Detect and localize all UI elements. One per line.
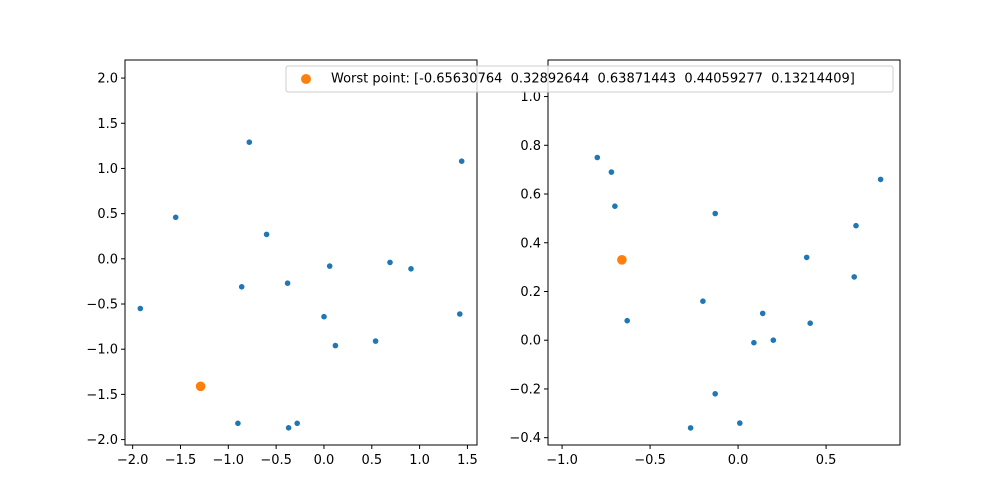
x-tick-label: −2.0	[117, 453, 149, 468]
data-point	[172, 214, 179, 221]
worst-point	[195, 381, 206, 392]
axes-frame	[547, 59, 901, 446]
data-point	[294, 420, 301, 427]
data-point	[235, 420, 241, 427]
data-point	[408, 266, 414, 272]
y-tick-label: −1.0	[86, 343, 118, 358]
data-point	[759, 310, 766, 317]
worst-point	[617, 254, 627, 265]
data-point	[263, 231, 270, 238]
data-point	[853, 222, 859, 229]
data-point	[387, 259, 393, 266]
y-tick-label: 1.5	[97, 117, 118, 132]
left-scatter-plot: −2.0 −1.5 −1.0 −0.5 0.0 0.5 1.0 1.5 −2.0 −1.5 −1.0…	[86, 59, 478, 468]
data-point	[712, 210, 718, 217]
y-tick-label: −0.2	[509, 382, 541, 397]
x-tick-label: 0.0	[728, 453, 749, 468]
data-point	[594, 154, 601, 161]
y-tick-label: −1.5	[86, 388, 118, 403]
x-tick-label: 0.0	[314, 453, 335, 468]
data-point	[612, 203, 618, 209]
y-tick-label: 2.0	[97, 72, 118, 87]
y-tick-label: 0.0	[97, 252, 118, 267]
y-tick-label: −0.5	[86, 298, 118, 313]
y-tick-label: −2.0	[86, 433, 118, 448]
data-point	[608, 169, 615, 175]
data-point	[877, 176, 884, 183]
data-point	[321, 313, 327, 320]
data-point	[246, 139, 253, 145]
data-point	[285, 425, 292, 431]
data-point	[700, 298, 706, 305]
x-tick-label: −1.0	[213, 453, 245, 468]
data-point	[457, 311, 463, 317]
legend-frame	[285, 65, 894, 93]
y-tick-label: 0.8	[520, 139, 541, 154]
data-point	[770, 337, 777, 344]
y-tick-label: 0.5	[97, 207, 118, 222]
x-tick-label: 1.0	[409, 453, 430, 468]
data-point	[326, 263, 333, 269]
data-point	[372, 338, 379, 344]
x-tick-label: −1.5	[165, 453, 197, 468]
right-scatter-plot: −1.0 −0.5 0.0 0.5 −0.4 −0.2 0.0 0.2 0.4 0.6 0.8 1.0	[509, 59, 901, 468]
y-tick-label: 0.6	[520, 188, 541, 203]
y-tick-label: 1.0	[520, 90, 541, 105]
data-point	[137, 305, 144, 312]
data-point	[687, 425, 694, 431]
y-tick-label: 0.0	[520, 334, 541, 349]
y-tick-label: 0.4	[520, 236, 541, 251]
legend: Worst point: [-0.65630764 0.32892644 0.6…	[285, 65, 894, 93]
y-tick-label: −0.4	[509, 431, 541, 446]
data-point	[238, 284, 245, 290]
data-point	[737, 420, 743, 426]
data-point	[284, 280, 291, 287]
x-tick-label: −1.0	[546, 453, 578, 468]
y-tick-label: 1.0	[97, 162, 118, 177]
y-tick-label: 0.2	[520, 285, 541, 300]
data-point	[851, 274, 857, 280]
x-tick-label: 0.5	[361, 453, 382, 468]
data-point	[624, 317, 630, 324]
data-point	[458, 158, 465, 164]
data-point	[803, 254, 810, 261]
x-tick-label: −0.5	[260, 453, 292, 468]
data-point	[712, 391, 718, 397]
data-point	[751, 339, 757, 346]
data-point	[332, 342, 339, 349]
legend-label: Worst point: [-0.65630764 0.32892644 0.6…	[331, 72, 855, 87]
x-tick-label: −0.5	[634, 453, 666, 468]
x-tick-label: 0.5	[816, 453, 837, 468]
x-tick-label: 1.5	[457, 453, 478, 468]
axes-frame	[124, 59, 478, 446]
data-point	[807, 320, 813, 327]
legend-marker	[301, 74, 311, 84]
